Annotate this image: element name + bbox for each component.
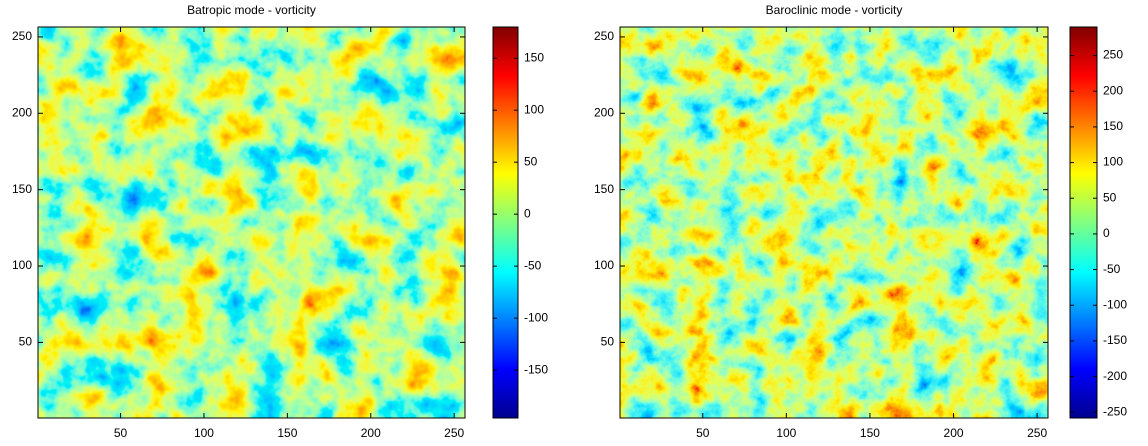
colorbar-tick-label: -150	[1103, 333, 1127, 347]
colorbar-tick-label: -50	[524, 258, 542, 272]
y-tick-label: 100	[12, 258, 32, 272]
colorbar	[1070, 27, 1097, 418]
vorticity-field	[38, 27, 465, 418]
colorbar-frame	[1069, 26, 1098, 419]
colorbar-tick-label: 50	[1103, 190, 1117, 204]
colorbar-tick-label: 0	[524, 206, 531, 220]
axes-frame	[619, 26, 1049, 419]
x-tick-label: 250	[1027, 426, 1047, 440]
x-tick-label: 50	[114, 426, 128, 440]
colorbar-tick-label: 250	[1103, 48, 1123, 62]
colorbar-tick-label: 200	[1103, 83, 1123, 97]
y-tick-label: 200	[594, 105, 614, 119]
y-tick-label: 250	[12, 29, 32, 43]
colorbar-tick-label: -100	[524, 310, 548, 324]
x-tick-label: 150	[277, 426, 297, 440]
colorbar-tick-label: 100	[524, 102, 544, 116]
colorbar-tick-label: 0	[1103, 226, 1110, 240]
colorbar-tick-label: 100	[1103, 155, 1123, 169]
colorbar-frame	[492, 26, 519, 419]
colorbar	[493, 27, 518, 418]
chart-title: Baroclinic mode - vorticity	[766, 3, 903, 17]
vorticity-field	[620, 27, 1048, 418]
y-tick-label: 150	[12, 182, 32, 196]
x-tick-label: 100	[776, 426, 796, 440]
colorbar-tick-label: -200	[1103, 369, 1127, 383]
y-tick-label: 150	[594, 182, 614, 196]
colorbar-tick-label: -250	[1103, 404, 1127, 418]
axes-frame	[37, 26, 466, 419]
colorbar-tick-label: -150	[524, 362, 548, 376]
x-tick-label: 200	[944, 426, 964, 440]
x-tick-label: 200	[361, 426, 381, 440]
x-tick-label: 50	[696, 426, 710, 440]
y-tick-label: 200	[12, 105, 32, 119]
y-tick-label: 100	[594, 258, 614, 272]
colorbar-tick-label: 50	[524, 154, 538, 168]
y-tick-label: 250	[594, 29, 614, 43]
x-tick-label: 150	[860, 426, 880, 440]
colorbar-tick-label: -50	[1103, 262, 1121, 276]
chart-title: Batropic mode - vorticity	[187, 3, 316, 17]
y-tick-label: 50	[19, 335, 33, 349]
colorbar-tick-label: 150	[524, 50, 544, 64]
x-tick-label: 100	[194, 426, 214, 440]
colorbar-tick-label: 150	[1103, 119, 1123, 133]
colorbar-tick-label: -100	[1103, 297, 1127, 311]
y-tick-label: 50	[601, 335, 615, 349]
x-tick-label: 250	[444, 426, 464, 440]
